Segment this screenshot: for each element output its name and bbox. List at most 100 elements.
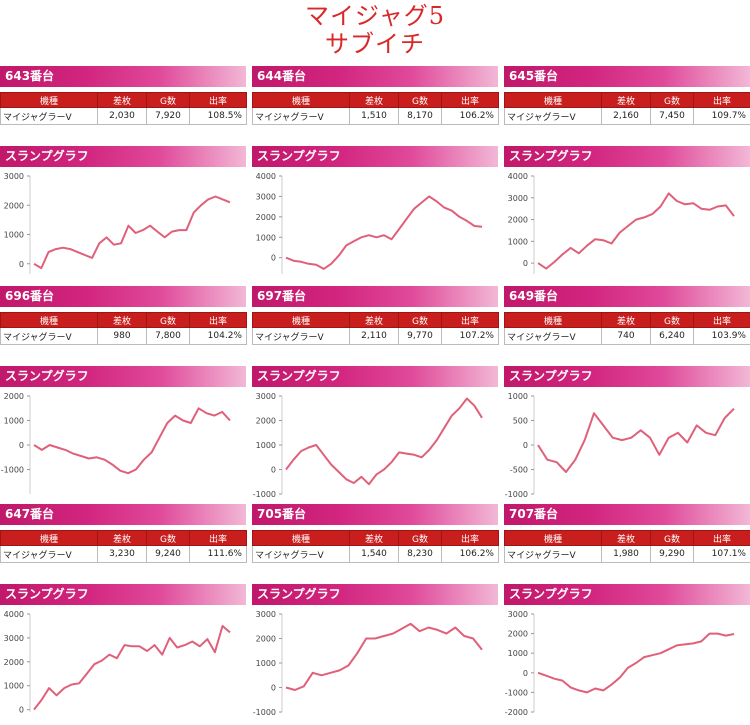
machine-number-bar: 643番台	[0, 66, 246, 87]
machine-number-bar: 649番台	[504, 286, 750, 307]
machine-number-label: 697番台	[257, 289, 307, 303]
y-tick-label: 2000	[508, 216, 528, 225]
machine-stats-table: 機種 差枚 G数 出率 マイジャグラーV 2,160 7,450 109.7%	[504, 92, 750, 125]
cell-diff: 2,110	[349, 327, 399, 345]
y-tick-label: 500	[513, 417, 528, 426]
machine-number-label: 644番台	[257, 69, 307, 83]
header-rate: 出率	[441, 530, 499, 546]
graph-title-bar: スランプグラフ	[0, 146, 246, 167]
y-tick-label: 0	[19, 260, 24, 269]
y-tick-label: -500	[510, 466, 528, 475]
y-tick-label: 3000	[256, 392, 276, 401]
machine-stats-table: 機種 差枚 G数 出率 マイジャグラーV 2,030 7,920 108.5%	[0, 92, 247, 125]
table-header-row: 機種 差枚 G数 出率	[0, 92, 247, 108]
table-row: マイジャグラーV 1,540 8,230 106.2%	[252, 545, 499, 563]
y-tick-label: 0	[19, 441, 24, 450]
y-tick-label: 3000	[4, 172, 24, 181]
header-games: G数	[146, 530, 190, 546]
cell-rate: 107.2%	[441, 327, 499, 345]
machine-number-label: 647番台	[5, 507, 55, 521]
y-tick-label: 1000	[4, 682, 24, 691]
cell-rate: 103.9%	[693, 327, 750, 345]
cell-diff: 1,510	[349, 107, 399, 125]
machine-stats-table: 機種 差枚 G数 出率 マイジャグラーV 2,110 9,770 107.2%	[252, 312, 499, 345]
y-tick-label: 2000	[4, 658, 24, 667]
header-model: 機種	[252, 312, 350, 328]
slump-graph: 0 1000 2000 3000 4000	[252, 170, 498, 278]
slump-graph: -1000 -500 0 500 1000	[504, 390, 750, 498]
cell-games: 9,770	[398, 327, 442, 345]
table-header-row: 機種 差枚 G数 出率	[504, 312, 750, 328]
slump-graph-svg: -1000 0 1000 2000 3000	[253, 610, 483, 716]
slump-line	[285, 397, 483, 486]
y-tick-label: 2000	[508, 630, 528, 639]
header-rate: 出率	[441, 312, 499, 328]
graph-title-bar: スランプグラフ	[0, 584, 246, 605]
header-games: G数	[650, 530, 694, 546]
y-tick-label: 0	[523, 441, 528, 450]
header-diff: 差枚	[97, 530, 147, 546]
y-tick-label: -1000	[505, 490, 528, 498]
header-model: 機種	[504, 92, 602, 108]
table-header-row: 機種 差枚 G数 出率	[252, 312, 499, 328]
slump-line	[33, 625, 231, 711]
y-tick-label: -2000	[505, 708, 528, 716]
graph-title: スランプグラフ	[257, 369, 341, 383]
header-model: 機種	[0, 312, 98, 328]
y-tick-label: 4000	[508, 172, 528, 181]
cell-diff: 1,540	[349, 545, 399, 563]
slump-graph-svg: -1000 -500 0 500 1000	[505, 392, 735, 498]
cell-games: 6,240	[650, 327, 694, 345]
page-title-line2: サブイチ	[325, 30, 425, 58]
graph-title: スランプグラフ	[5, 149, 89, 163]
machine-number-label: 643番台	[5, 69, 55, 83]
cell-games: 9,240	[146, 545, 190, 563]
machine-number-bar: 705番台	[252, 504, 498, 525]
header-model: 機種	[0, 92, 98, 108]
header-diff: 差枚	[349, 312, 399, 328]
machine-stats-table: 機種 差枚 G数 出率 マイジャグラーV 740 6,240 103.9%	[504, 312, 750, 345]
slump-line	[285, 195, 483, 270]
slump-graph-svg: -1000 0 1000 2000 3000	[253, 392, 483, 498]
y-tick-label: 4000	[256, 172, 276, 181]
header-diff: 差枚	[349, 92, 399, 108]
machine-stats-table: 機種 差枚 G数 出率 マイジャグラーV 1,510 8,170 106.2%	[252, 92, 499, 125]
machine-panel: 697番台機種 差枚 G数 出率 マイジャグラーV 2,110 9,770 107.2% スラン…	[252, 286, 499, 498]
graph-title-bar: スランプグラフ	[504, 366, 750, 387]
y-tick-label: 1000	[508, 392, 528, 401]
y-tick-label: 0	[271, 684, 276, 693]
slump-line	[285, 622, 483, 691]
cell-rate: 104.2%	[189, 327, 247, 345]
table-header-row: 機種 差枚 G数 出率	[0, 312, 247, 328]
machine-number-bar: 696番台	[0, 286, 246, 307]
graph-title: スランプグラフ	[509, 149, 593, 163]
header-diff: 差枚	[97, 92, 147, 108]
machine-number-bar: 647番台	[0, 504, 246, 525]
y-tick-label: 3000	[256, 610, 276, 619]
header-rate: 出率	[189, 92, 247, 108]
cell-diff: 1,980	[601, 545, 651, 563]
graph-title-bar: スランプグラフ	[252, 584, 498, 605]
cell-model: マイジャグラーV	[252, 327, 350, 345]
header-model: 機種	[504, 530, 602, 546]
table-row: マイジャグラーV 2,030 7,920 108.5%	[0, 107, 247, 125]
slump-graph-svg: -1000 0 1000 2000	[1, 392, 231, 494]
cell-model: マイジャグラーV	[0, 545, 98, 563]
slump-graph: -2000 -1000 0 1000 2000 3000	[504, 608, 750, 716]
slump-graph-svg: 0 1000 2000 3000 4000	[256, 172, 483, 274]
machine-panel: 643番台機種 差枚 G数 出率 マイジャグラーV 2,030 7,920 108.5% スラン…	[0, 66, 247, 276]
graph-title: スランプグラフ	[5, 587, 89, 601]
y-tick-label: 1000	[508, 237, 528, 246]
y-tick-label: -1000	[253, 490, 276, 498]
cell-games: 7,450	[650, 107, 694, 125]
slump-line	[537, 192, 735, 270]
graph-title: スランプグラフ	[5, 369, 89, 383]
cell-rate: 106.2%	[441, 107, 499, 125]
y-tick-label: 0	[271, 466, 276, 475]
table-row: マイジャグラーV 2,160 7,450 109.7%	[504, 107, 750, 125]
y-tick-label: 1000	[4, 417, 24, 426]
slump-graph: 0 1000 2000 3000 4000	[504, 170, 750, 278]
graph-title-bar: スランプグラフ	[504, 146, 750, 167]
cell-diff: 980	[97, 327, 147, 345]
graph-title: スランプグラフ	[509, 587, 593, 601]
